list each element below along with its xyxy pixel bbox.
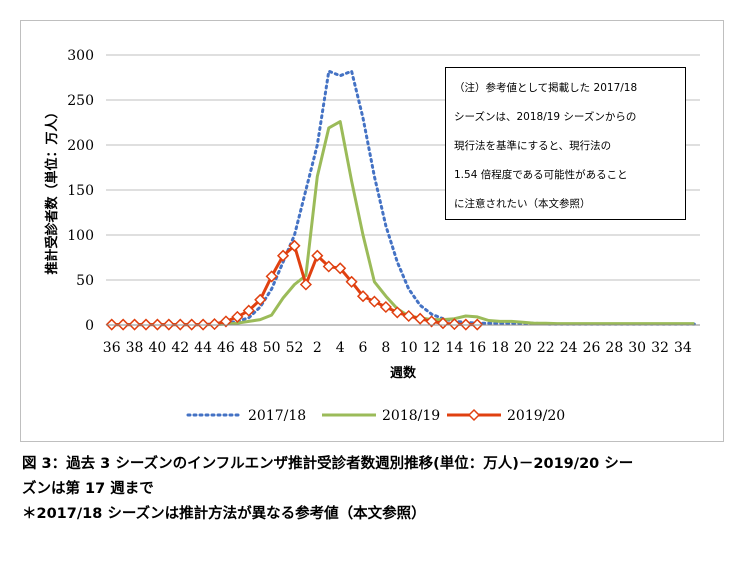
data-point-marker: [356, 290, 370, 303]
data-point-marker: [254, 293, 267, 306]
data-point-marker: [448, 318, 461, 331]
x-tick-label: 46: [217, 340, 235, 356]
caption-line-1: 図 3：過去 3 シーズンのインフルエンザ推計受診者数週別推移(単位：万人)－2…: [22, 456, 634, 472]
data-point-marker: [311, 249, 324, 262]
y-tick-layer: 0 50 100 150 200 250 300: [67, 48, 94, 334]
x-tick-label: 6: [359, 340, 368, 356]
x-tick-label: 32: [651, 340, 669, 356]
data-point-marker: [299, 278, 312, 291]
x-tick-label: 12: [423, 340, 441, 356]
data-point-marker: [242, 304, 255, 317]
data-point-marker: [379, 300, 392, 314]
x-tick-label: 38: [126, 340, 144, 356]
x-tick-label: 8: [381, 340, 390, 356]
x-tick-label: 24: [560, 340, 578, 356]
y-tick-label: 300: [67, 48, 94, 64]
x-tick-label: 14: [445, 340, 463, 356]
caption-line-2: ズンは第 17 週まで: [22, 481, 154, 497]
data-point-marker: [402, 309, 415, 323]
legend-label: 2017/18: [248, 408, 306, 424]
caption-line-3: ＊2017/18 シーズンは推計方法が異なる参考値（本文参照）: [22, 506, 426, 522]
y-axis-title: 推計受診者数（単位：万人）: [44, 105, 60, 274]
x-tick-layer: 36 38 40 42 44 46 48 50 52 2 4 6 8 10 12 14 16 18 20 22 24 26…: [103, 340, 692, 356]
x-tick-label: 2: [313, 340, 322, 356]
x-tick-label: 4: [336, 340, 345, 356]
data-point-marker: [219, 315, 233, 328]
data-point-marker: [425, 315, 438, 328]
data-point-marker: [414, 312, 427, 325]
x-tick-label: 30: [628, 340, 646, 356]
note-line: に注意されたい（本文参照）: [454, 198, 591, 210]
data-point-marker: [288, 239, 301, 252]
x-tick-label: 44: [194, 340, 212, 356]
chart-frame: [20, 20, 724, 442]
x-tick-label: 40: [148, 340, 166, 356]
note-line: 1.54 倍程度である可能性があること: [454, 169, 628, 181]
data-point-marker: [391, 306, 404, 319]
y-tick-label: 250: [67, 93, 94, 109]
x-tick-label: 18: [491, 340, 509, 356]
x-tick-label: 28: [605, 340, 623, 356]
note-line: 現行法を基準にすると、現行法の: [454, 140, 612, 152]
data-point-marker: [208, 318, 221, 331]
x-tick-label: 20: [514, 340, 532, 356]
data-point-marker: [276, 249, 290, 262]
y-tick-label: 150: [67, 183, 94, 199]
x-tick-label: 42: [171, 340, 189, 356]
legend-label: 2018/19: [382, 408, 440, 424]
x-tick-label: 34: [674, 340, 692, 356]
x-tick-label: 36: [103, 340, 121, 356]
note-line: （注）参考値として掲載した 2017/18: [454, 82, 638, 94]
x-tick-label: 22: [537, 340, 555, 356]
data-point-marker: [436, 317, 450, 330]
data-point-marker: [265, 270, 278, 283]
x-tick-label: 52: [286, 340, 304, 356]
data-point-marker: [231, 310, 244, 323]
data-point-marker: [368, 295, 381, 308]
legend-marker: [467, 408, 481, 422]
y-tick-label: 50: [76, 273, 94, 289]
data-point-marker: [345, 275, 358, 288]
x-tick-label: 16: [468, 340, 486, 356]
y-tick-label: 100: [67, 228, 94, 244]
x-axis-title: 週数: [390, 365, 417, 381]
note-line: シーズンは、2018/19 シーズンからの: [454, 111, 637, 123]
x-tick-label: 10: [400, 340, 418, 356]
x-tick-label: 26: [583, 340, 601, 356]
x-tick-label: 50: [263, 340, 281, 356]
y-tick-label: 0: [85, 318, 94, 334]
figure-caption: 図 3：過去 3 シーズンのインフルエンザ推計受診者数週別推移(単位：万人)－2…: [22, 452, 727, 527]
legend-label: 2019/20: [507, 408, 565, 424]
series-2: [105, 239, 484, 331]
y-tick-label: 200: [67, 138, 94, 154]
data-point-marker: [322, 260, 335, 273]
data-point-marker: [334, 262, 347, 275]
legend: 2017/18 2018/19 2019/20: [186, 408, 565, 424]
x-tick-label: 48: [240, 340, 258, 356]
note-box: （注）参考値として掲載した 2017/18 シーズンは、2018/19 シーズン…: [445, 67, 686, 220]
